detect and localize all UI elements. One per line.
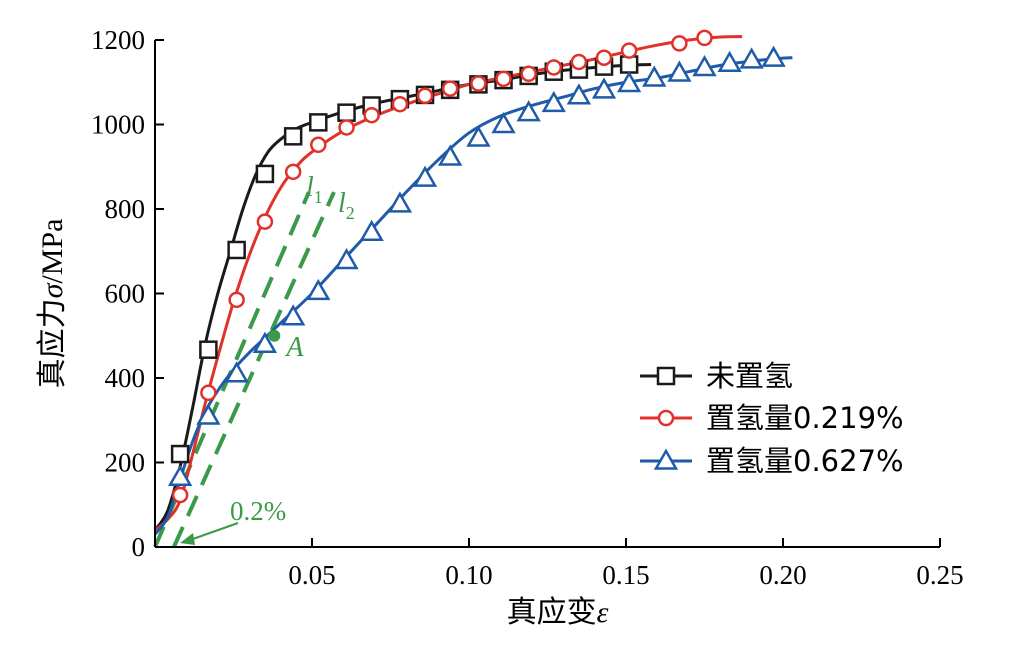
series-3-point xyxy=(306,278,331,301)
y-tick-label: 1200 xyxy=(91,25,145,55)
series-3-point xyxy=(761,45,786,67)
plot-layer: Al1 l2 0.2% xyxy=(153,29,793,548)
series-1-point xyxy=(199,340,218,359)
series-3-point xyxy=(412,165,438,187)
series-3-point xyxy=(491,111,516,134)
offset-arrow-head xyxy=(180,533,195,545)
series-2-point xyxy=(441,80,459,97)
series-1-point xyxy=(283,127,303,146)
series-3-point xyxy=(717,50,742,72)
series-3-point xyxy=(541,90,566,113)
series-2-point xyxy=(284,163,302,181)
legend-label-1: 未置氢 xyxy=(706,359,793,393)
series-2-point xyxy=(338,119,355,136)
series-2-point xyxy=(391,95,409,113)
series-3-point xyxy=(466,125,491,147)
series-1-point xyxy=(619,55,639,74)
axes-layer: 0 200 400 600 800 1000 1200 0.05 0.10 0.15 0.20 0.2… xyxy=(35,25,964,630)
series-1-point xyxy=(170,444,190,464)
series-1-point xyxy=(309,113,328,132)
series-3-point xyxy=(692,54,717,77)
legend-label-3: 置氢量0.627% xyxy=(706,444,904,478)
series-1-point xyxy=(227,240,246,260)
offset-arrow-line xyxy=(189,522,239,541)
series-3-point xyxy=(739,47,764,69)
x-tick-label: 0.05 xyxy=(288,560,335,590)
series-3-point xyxy=(642,65,667,87)
legend-label-2: 置氢量0.219% xyxy=(706,401,904,435)
x-tick-label: 0.20 xyxy=(759,560,806,590)
series-1-point xyxy=(255,164,275,184)
y-tick-label: 1000 xyxy=(91,110,145,140)
series-3-point xyxy=(334,248,359,270)
series-2-point xyxy=(620,42,638,59)
series-line-2 xyxy=(154,35,743,532)
series-3-point xyxy=(616,70,642,93)
l2-label: l2 xyxy=(338,188,355,223)
series-3-point xyxy=(438,144,463,166)
series-3-point xyxy=(224,361,249,383)
series-2-point xyxy=(495,70,512,88)
legend-marker-2 xyxy=(657,409,675,427)
point-a-label: A xyxy=(284,332,304,363)
y-tick-label: 800 xyxy=(105,194,146,224)
series-2-point xyxy=(520,65,537,83)
x-tick-label: 0.15 xyxy=(602,560,649,590)
l1-label: l1 xyxy=(306,172,323,207)
point-a-marker xyxy=(268,329,281,342)
y-tick-label: 400 xyxy=(105,363,146,393)
y-axis-title: 真应力σ/MPa xyxy=(35,219,70,389)
y-tick-label: 200 xyxy=(105,448,146,478)
offset-line-1 xyxy=(153,191,311,548)
series-2-point xyxy=(595,49,613,66)
x-axis-title: 真应变ε xyxy=(507,595,609,630)
series-2-point xyxy=(171,486,189,504)
series-line-3 xyxy=(153,56,793,536)
offset-line-2 xyxy=(172,191,336,548)
series-2-point xyxy=(671,35,688,52)
series-3-point xyxy=(281,304,306,326)
series-2-point xyxy=(228,291,245,309)
series-2-point xyxy=(310,136,327,154)
x-tick-label: 0.10 xyxy=(445,560,492,590)
series-3-point xyxy=(566,83,592,105)
series-3-point xyxy=(387,191,413,213)
series-3-point xyxy=(667,60,692,82)
offset-percent-label: 0.2% xyxy=(230,496,286,526)
series-2-point xyxy=(200,384,217,402)
series-3-point xyxy=(591,77,617,99)
series-3-point xyxy=(516,100,541,122)
series-3-point xyxy=(196,403,221,425)
series-2-point xyxy=(363,106,380,124)
series-3-point xyxy=(252,331,278,353)
series-3-point xyxy=(359,219,384,241)
y-tick-label: 0 xyxy=(132,532,146,562)
series-2-point xyxy=(696,29,713,47)
series-2-point xyxy=(256,213,274,230)
y-tick-label: 600 xyxy=(105,279,146,309)
legend-marker-3 xyxy=(653,448,679,470)
series-2-point xyxy=(470,75,487,92)
series-2-point xyxy=(545,59,563,76)
series-2-point xyxy=(570,53,588,71)
legend-marker-1 xyxy=(656,366,676,386)
series-2-point xyxy=(416,87,434,105)
x-tick-label: 0.25 xyxy=(916,560,963,590)
series-3-point xyxy=(167,464,193,487)
series-1-point xyxy=(337,103,356,122)
